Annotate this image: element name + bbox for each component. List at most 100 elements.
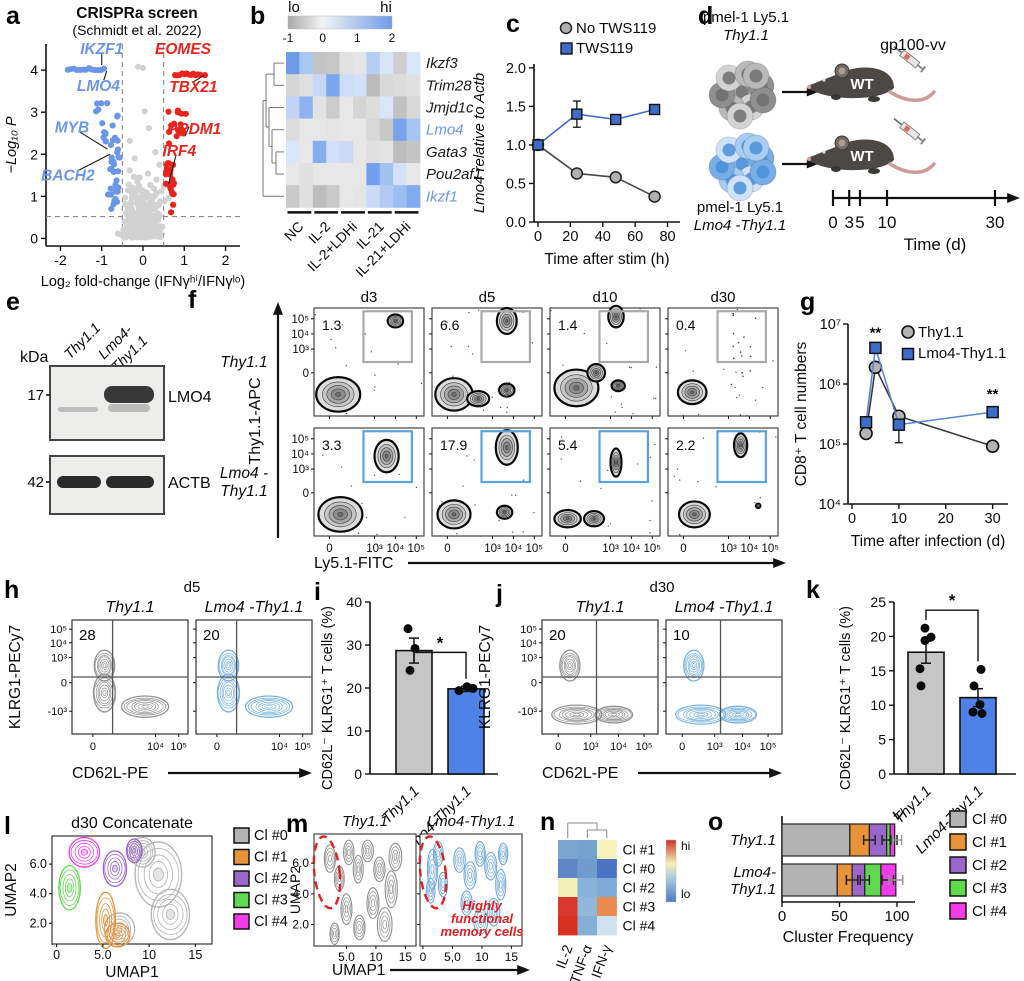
heatmap-cell (406, 185, 421, 208)
legend-label: Cl #4 (972, 903, 1007, 920)
heatmap-cell (339, 118, 354, 142)
data-dot (976, 664, 986, 674)
y-tick: 0 (531, 678, 537, 690)
x-tick: 10⁴ (610, 741, 627, 753)
text-label: 1 (30, 188, 38, 204)
y-axis-label: KLRG1-PECy7 (7, 625, 24, 729)
umap-cluster (103, 836, 191, 947)
gate-percentage: 6.6 (440, 317, 460, 333)
text-label: 5,0 (444, 950, 461, 964)
text-label: 60 (627, 229, 643, 245)
panel-j-flow-pair-d30: d30 KLRG1-PECy7 Thy1.1 Lmo4 -Thy1.1 20 0 10³ 10… (477, 579, 783, 782)
x-tick: 10⁵ (762, 543, 780, 555)
text-label: 15 (188, 948, 202, 962)
y-tick: 0 (303, 488, 309, 500)
heatmap-cell (353, 74, 367, 97)
text-label: 2.0 (30, 916, 47, 930)
text-label: 0 (354, 766, 362, 782)
gate-rect (362, 310, 414, 364)
row-label: Lmo4 - (220, 465, 268, 482)
arrowhead-icon (299, 768, 312, 778)
quadrant-percentage: 28 (79, 627, 96, 644)
panel-letter-l: l (4, 812, 11, 840)
row-label: Thy1.1 (220, 354, 267, 371)
text-label: 20 (870, 628, 886, 644)
text-label: 1 (354, 31, 361, 45)
heatmap-cell (558, 840, 578, 860)
heatmap-cell (312, 74, 327, 97)
plot-title: Lmo4-Thy1.1 (427, 813, 515, 830)
text-label: 10⁶ (819, 377, 841, 393)
gate-rect (598, 310, 650, 364)
data-marker (570, 167, 584, 180)
y-tick: 10⁵ (520, 624, 537, 636)
umap-cluster (68, 836, 101, 868)
syringe-icon (893, 117, 927, 145)
plot-title: Lmo4 -Thy1.1 (675, 599, 774, 616)
heatmap-cell (597, 897, 617, 917)
text-label: 0 (53, 948, 60, 962)
text-label: lo (681, 887, 691, 901)
y-tick: 10⁴ (520, 638, 537, 650)
heatmap-cell (366, 74, 381, 97)
text-label: 15 (505, 950, 519, 964)
annotation: functional (451, 911, 513, 926)
significance: * (949, 591, 956, 610)
text-label: 10 (475, 950, 489, 964)
heatmap-cell (379, 118, 394, 142)
data-marker (610, 113, 622, 126)
mouse-illustration: WT (807, 135, 936, 174)
marker-chevron (892, 811, 904, 821)
cells-label: pmel-1 Ly5.1 (697, 199, 783, 216)
series-line (537, 108, 655, 146)
timeline-tick: 5 (855, 213, 864, 232)
umap-contours (323, 839, 403, 946)
text-label: 80 (659, 229, 675, 245)
y-tick: 10⁵ (50, 624, 67, 636)
cell-nucleus (735, 85, 749, 99)
heatmap-cell (406, 118, 421, 142)
legend-label: Cl #2 (254, 871, 288, 887)
plot-title: Thy1.1 (576, 599, 625, 616)
x-tick: 0 (214, 741, 220, 753)
panel-letter-e: e (6, 288, 20, 316)
significance: ** (870, 324, 882, 341)
cell-nucleus (733, 181, 747, 195)
plot-title: Thy1.1 (342, 813, 388, 830)
data-dot (968, 707, 978, 717)
legend-label: Cl #1 (972, 834, 1007, 851)
panel-g-line-chart-log: 10⁴ 10⁵ 10⁶ 10⁷ 0 10 20 30 Time after infection … (793, 317, 1008, 550)
cell-nucleus (733, 109, 747, 123)
highlight-ellipse (312, 835, 342, 910)
heatmap-cell (312, 96, 327, 119)
panel-letter-k: k (806, 576, 820, 604)
x-tick: 10⁴ (734, 741, 751, 753)
heatmap-cell (366, 163, 381, 186)
panel-n-cytokine-heatmap: Cl #1Cl #0Cl #2Cl #3Cl #4IL-2TNF-αIFN-γh… (552, 822, 691, 981)
heatmap-cell (366, 96, 381, 119)
x-tick: 10⁵ (644, 543, 662, 555)
legend-label: Cl #3 (972, 880, 1007, 897)
x-axis-label: UMAP1 (332, 962, 385, 979)
cell-nucleus (749, 141, 763, 155)
heatmap-cell (299, 140, 314, 164)
data-marker (859, 426, 873, 441)
y-axis-label: Lmo4 relative to Actb (471, 73, 488, 213)
x-axis-label: Cluster Frequency (783, 929, 914, 946)
heatmap-cell (597, 878, 617, 898)
cell-nucleus (735, 157, 749, 171)
data-dot (405, 665, 415, 675)
text-label: 6.0 (30, 857, 47, 871)
heatmap-cell (577, 916, 598, 936)
significance: ** (987, 386, 999, 403)
kda-unit: kDa (20, 349, 49, 366)
text-label: 0.5 (506, 176, 526, 192)
text-label: 0.0 (506, 215, 526, 231)
text-label: 10 (369, 950, 383, 964)
heatmap-cell (379, 185, 394, 208)
heatmap-cell (406, 163, 421, 186)
gate-percentage: 1.4 (558, 317, 578, 333)
mouse-illustration: WT (807, 63, 936, 102)
